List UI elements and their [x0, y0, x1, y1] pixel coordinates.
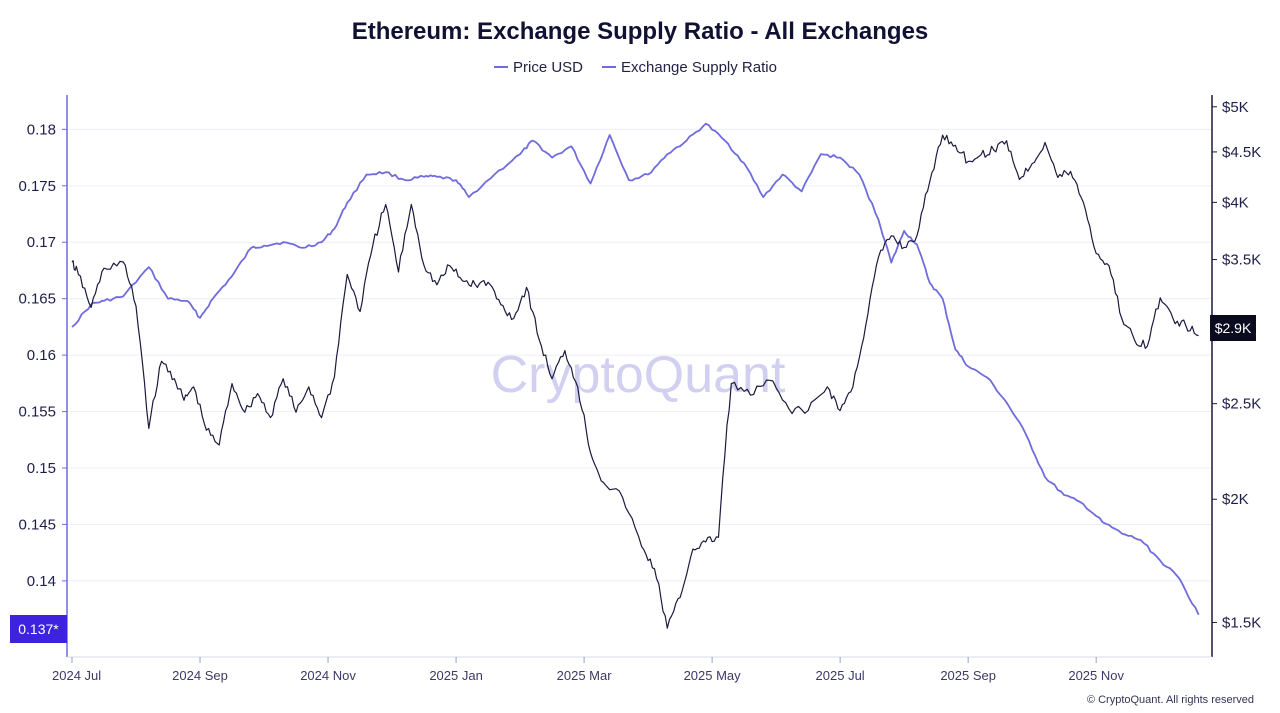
price-badge-bg: [1210, 315, 1256, 341]
right-tick-label-1500: $1.5K: [1222, 614, 1261, 631]
right-tick-label-2500: $2.5K: [1222, 396, 1261, 413]
chart-title: Ethereum: Exchange Supply Ratio - All Ex…: [352, 18, 929, 45]
x-tick-label-8: 2025 Mar: [557, 668, 613, 683]
legend-ratio-label[interactable]: Exchange Supply Ratio: [621, 59, 777, 76]
right-tick-label-4000: $4K: [1222, 194, 1249, 211]
x-tick-label-0: 2024 Jul: [52, 668, 101, 683]
x-tick-label-4: 2024 Nov: [300, 668, 356, 683]
x-tick-label-14: 2025 Sep: [940, 668, 996, 683]
series-line-exchange-supply-ratio: [71, 122, 1200, 616]
right-tick-label-5000: $5K: [1222, 99, 1249, 116]
x-axis-ticks: 2024 Jul 2024 Sep 2024 Nov 2025 Jan 2025 Mar…: [52, 657, 1125, 683]
left-axis-ticks: 0.14 0.145 0.15 0.155 0.16 0.165 0.17 0.175 0.18: [18, 121, 67, 590]
x-tick-label-12: 2025 Jul: [816, 668, 865, 683]
x-tick-label-10: 2025 May: [684, 668, 742, 683]
price-current-badge: $2.9K: [1210, 315, 1256, 341]
legend-price-label[interactable]: Price USD: [513, 59, 583, 76]
right-tick-label-2000: $2K: [1222, 491, 1249, 508]
legend: Price USD Exchange Supply Ratio: [494, 59, 777, 76]
series: [71, 122, 1200, 629]
left-tick-label-0.16: 0.16: [27, 347, 56, 364]
right-tick-label-4500: $4.5K: [1222, 144, 1261, 161]
left-tick-label-0.14: 0.14: [27, 573, 56, 590]
left-tick-label-0.165: 0.165: [18, 291, 56, 308]
left-tick-label-0.145: 0.145: [18, 516, 56, 533]
left-tick-label-0.155: 0.155: [18, 404, 56, 421]
ratio-badge-label: 0.137*: [18, 621, 59, 637]
right-axis-ticks: $1.5K$2K$2.5K$3K$3.5K$4K$4.5K$5K: [1212, 99, 1261, 631]
series-line-price-usd: [71, 134, 1199, 629]
gridlines: [67, 128, 1212, 582]
x-tick-label-16: 2025 Nov: [1068, 668, 1124, 683]
left-tick-label-0.17: 0.17: [27, 234, 56, 251]
x-tick-label-6: 2025 Jan: [429, 668, 483, 683]
x-tick-label-2: 2024 Sep: [172, 668, 228, 683]
left-tick-label-0.175: 0.175: [18, 178, 56, 195]
left-tick-label-0.15: 0.15: [27, 460, 56, 477]
ratio-badge-bg: [10, 615, 67, 643]
price-badge-label: $2.9K: [1215, 320, 1252, 336]
left-tick-label-0.18: 0.18: [27, 121, 56, 138]
watermark: CryptoQuant: [491, 346, 786, 404]
copyright: © CryptoQuant. All rights reserved: [1087, 694, 1254, 706]
ratio-current-badge: 0.137*: [10, 615, 67, 643]
right-tick-label-3500: $3.5K: [1222, 252, 1261, 269]
